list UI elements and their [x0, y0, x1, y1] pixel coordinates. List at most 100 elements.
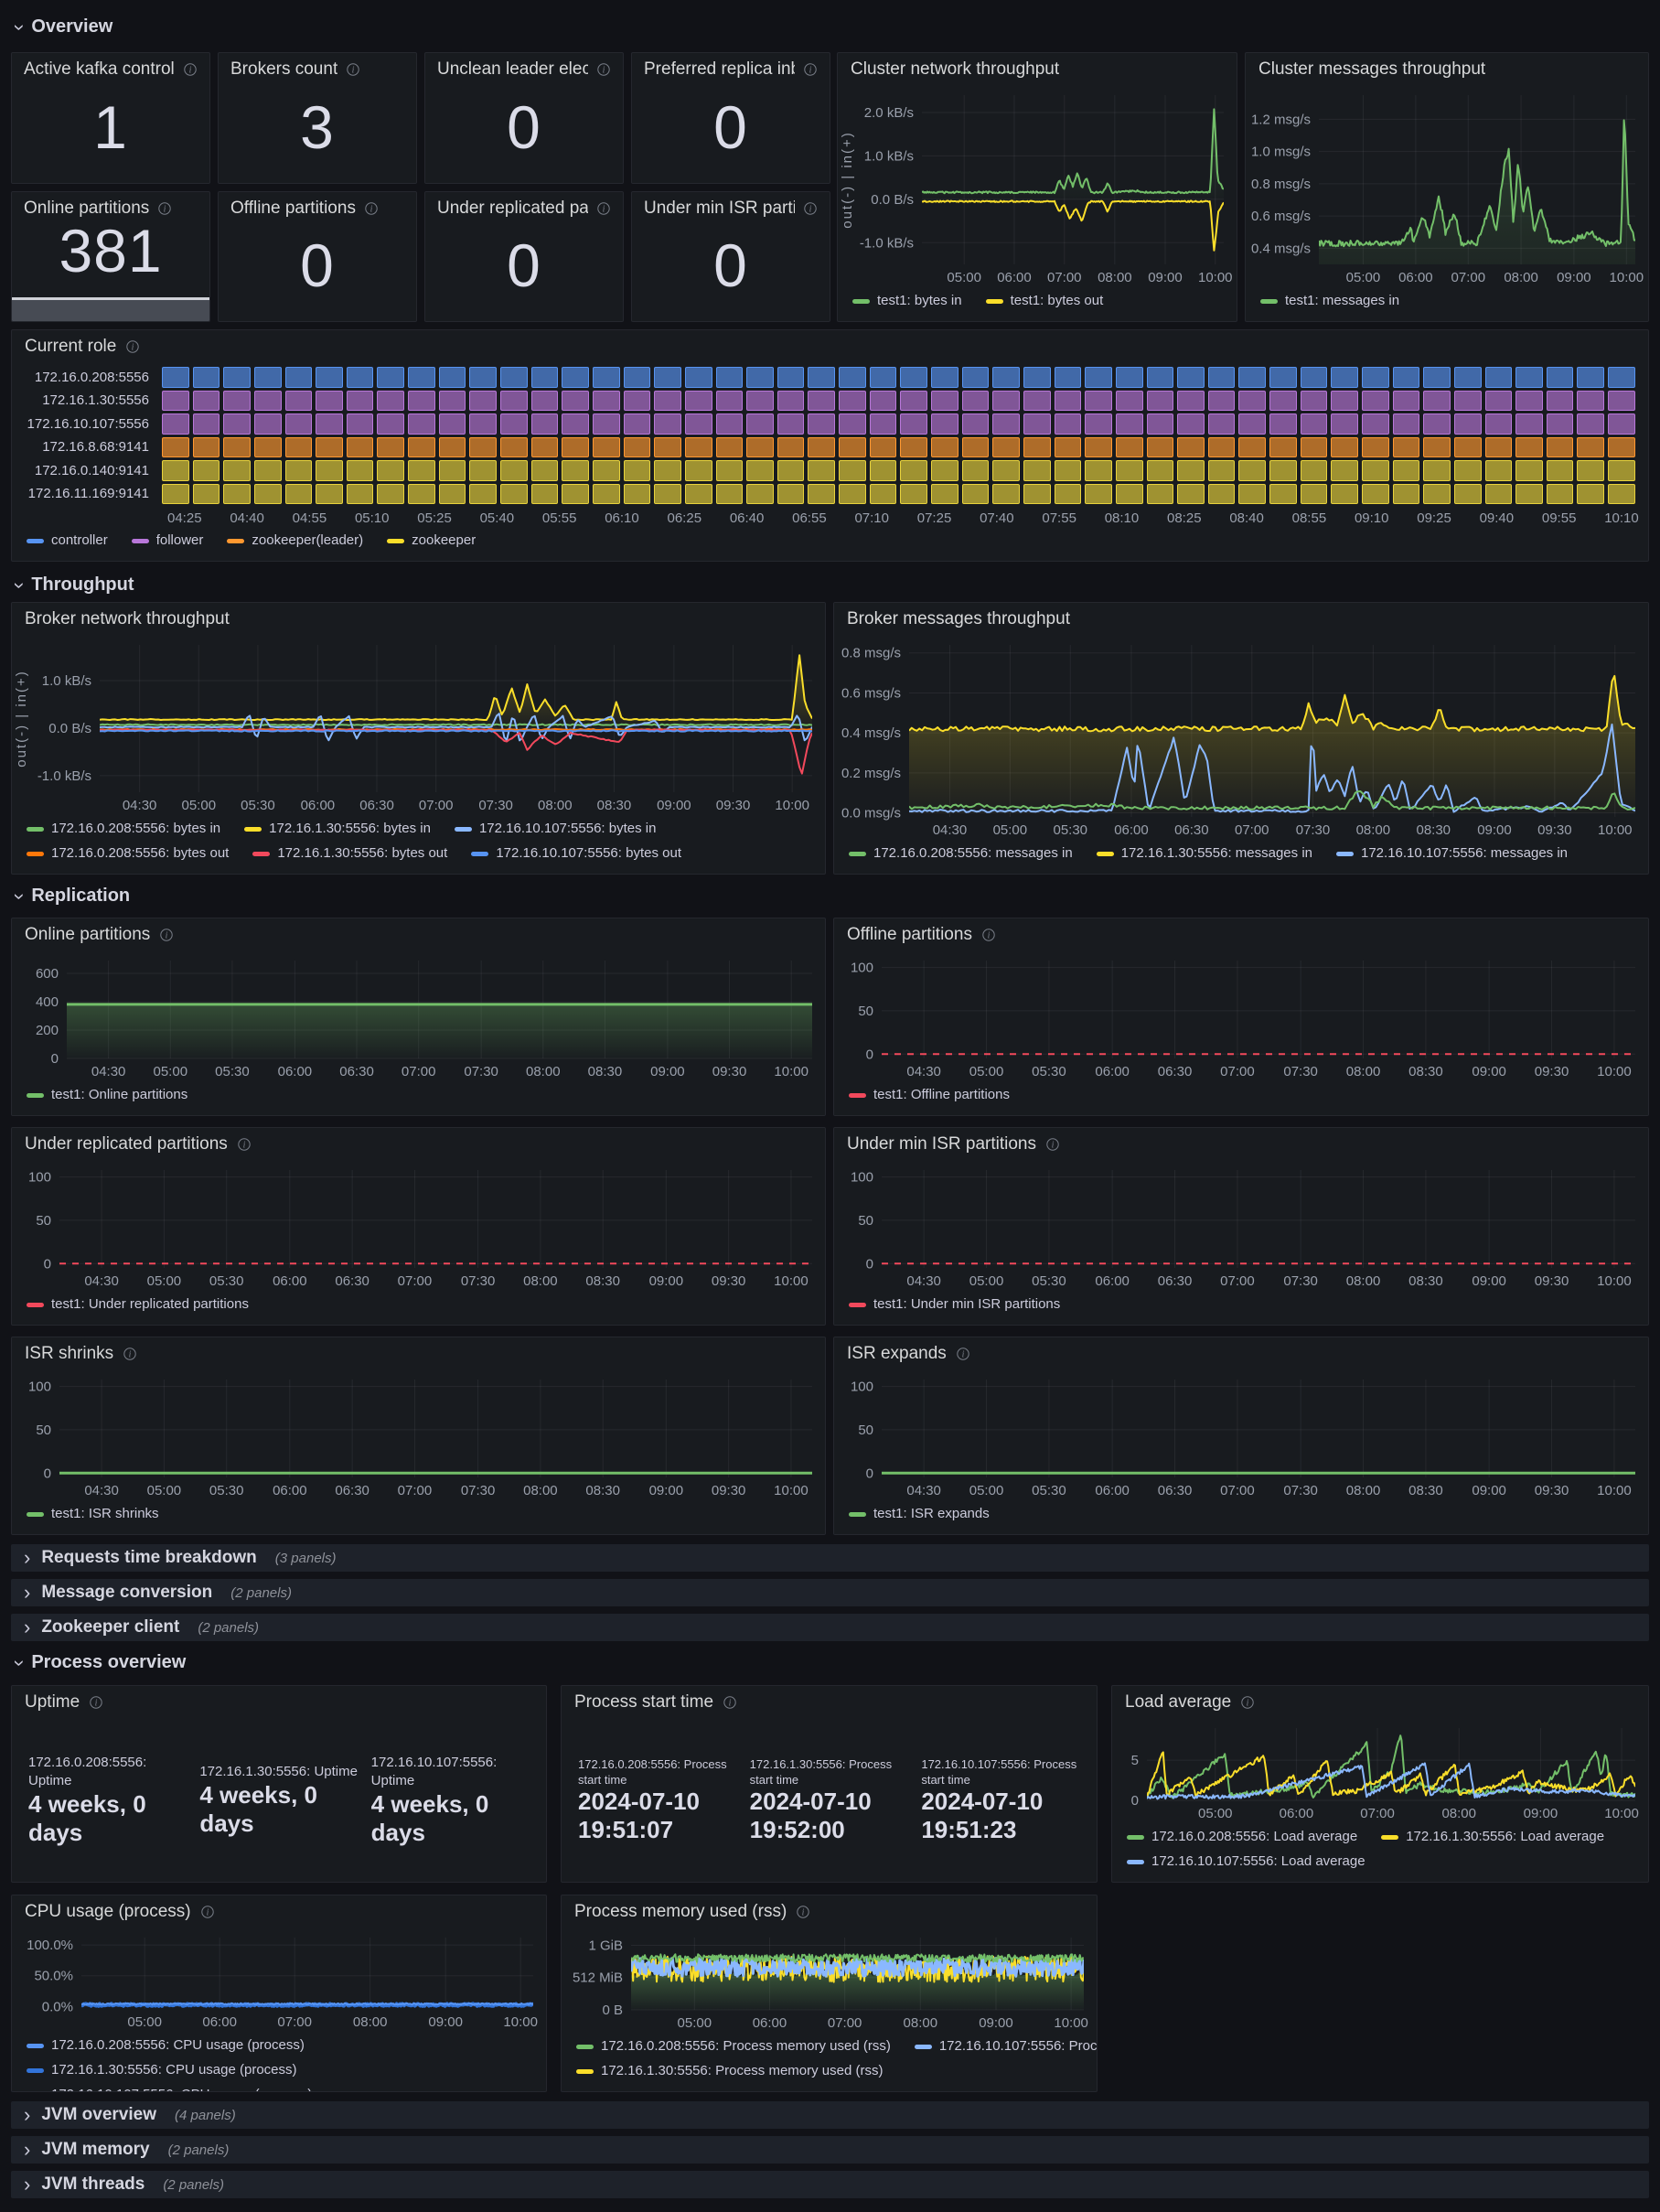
legend-label[interactable]: 172.16.10.107:5556: messages in	[1361, 845, 1569, 861]
legend-item[interactable]: test1: Under replicated partitions	[27, 1295, 249, 1314]
info-icon[interactable]: i	[803, 201, 818, 216]
legend-label[interactable]: controller	[51, 532, 108, 548]
row-requests-time-breakdown[interactable]: › Requests time breakdown (3 panels)	[11, 1544, 1649, 1572]
legend-label[interactable]: test1: ISR shrinks	[51, 1506, 159, 1521]
panel-title[interactable]: Cluster messages throughput	[1258, 59, 1486, 79]
isr-shrinks-chart[interactable]: 04:30 05:00 05:30 06:00 06:30 07:00 07:30 08:00…	[12, 1370, 825, 1501]
isr-expands-chart[interactable]: 04:30 05:00 05:30 06:00 06:30 07:00 07:30 08:00…	[834, 1370, 1648, 1501]
row-zookeeper-client[interactable]: › Zookeeper client (2 panels)	[11, 1614, 1649, 1641]
section-process-overview[interactable]: › Process overview	[9, 1652, 187, 1673]
offline-partitions-chart[interactable]: 04:30 05:00 05:30 06:00 06:30 07:00 07:30 08:00…	[834, 951, 1648, 1082]
row-jvm-memory[interactable]: › JVM memory (2 panels)	[11, 2136, 1649, 2164]
legend-label[interactable]: 172.16.10.107:5556: bytes in	[478, 821, 657, 836]
panel-title[interactable]: Under min ISR partitions	[847, 1134, 1036, 1154]
legend-label[interactable]: 172.16.10.107:5556: Process memory used …	[938, 2038, 1097, 2054]
panel-title[interactable]: Cluster network throughput	[851, 59, 1060, 79]
legend-label[interactable]: test1: ISR expands	[873, 1506, 990, 1521]
section-replication[interactable]: › Replication	[9, 886, 130, 907]
cpu-usage-chart[interactable]: 05:00 06:00 07:00 08:00 09:00 10:00 100.0% 50.0…	[12, 1928, 546, 2033]
info-icon[interactable]: i	[200, 1905, 215, 1919]
panel-title[interactable]: Under replicated parti	[437, 198, 588, 218]
legend-label[interactable]: test1: Under min ISR partitions	[873, 1296, 1061, 1312]
panel-title[interactable]: Offline partitions	[847, 925, 972, 944]
legend-item[interactable]: zookeeper	[387, 532, 476, 550]
legend-label[interactable]: 172.16.0.208:5556: Process memory used (…	[601, 2038, 891, 2054]
panel-title[interactable]: Brokers count	[230, 59, 338, 79]
info-icon[interactable]: i	[237, 1137, 252, 1152]
info-icon[interactable]: i	[796, 1905, 810, 1919]
legend-item[interactable]: 172.16.10.107:5556: CPU usage (process)	[27, 2086, 312, 2091]
legend-label[interactable]: 172.16.0.208:5556: CPU usage (process)	[51, 2037, 305, 2053]
panel-title[interactable]: CPU usage (process)	[25, 1902, 191, 1921]
legend-item[interactable]: zookeeper(leader)	[227, 532, 363, 550]
panel-title[interactable]: Preferred replica inbal	[644, 59, 795, 79]
legend-item[interactable]: follower	[131, 532, 204, 550]
current-role-chart[interactable]: 172.16.0.208:5556 172.16.1.30:5556 172.16.…	[12, 363, 1648, 507]
row-jvm-threads[interactable]: › JVM threads (2 panels)	[11, 2171, 1649, 2198]
under-min-isr-chart[interactable]: 04:30 05:00 05:30 06:00 06:30 07:00 07:30 08:00…	[834, 1161, 1648, 1292]
legend-item[interactable]: 172.16.0.208:5556: CPU usage (process)	[27, 2036, 305, 2055]
legend-label[interactable]: 172.16.0.208:5556: bytes out	[51, 845, 230, 861]
legend-item[interactable]: 172.16.1.30:5556: Process memory used (r…	[576, 2062, 883, 2080]
legend-item[interactable]: 172.16.10.107:5556: messages in	[1336, 844, 1568, 863]
info-icon[interactable]: i	[364, 201, 379, 216]
legend-label[interactable]: zookeeper	[412, 532, 477, 548]
legend-label[interactable]: 172.16.1.30:5556: bytes out	[277, 845, 448, 861]
legend-label[interactable]: 172.16.1.30:5556: bytes in	[269, 821, 431, 836]
legend-item[interactable]: test1: Offline partitions	[849, 1086, 1010, 1104]
legend-item[interactable]: 172.16.10.107:5556: Load average	[1127, 1852, 1365, 1871]
panel-title[interactable]: Unclean leader electio	[437, 59, 588, 79]
legend-label[interactable]: test1: Under replicated partitions	[51, 1296, 249, 1312]
broker-messages-chart[interactable]: 04:30 05:00 05:30 06:00 06:30 07:00 07:30 08:00…	[834, 636, 1648, 841]
legend-item[interactable]: test1: ISR expands	[849, 1505, 990, 1523]
panel-title[interactable]: Under min ISR partitio	[644, 198, 795, 218]
legend-label[interactable]: 172.16.1.30:5556: CPU usage (process)	[51, 2062, 297, 2078]
panel-title[interactable]: Online partitions	[24, 198, 150, 218]
legend-item[interactable]: 172.16.10.107:5556: bytes out	[471, 844, 681, 863]
legend-item[interactable]: test1: bytes out	[985, 292, 1104, 310]
legend-item[interactable]: test1: Under min ISR partitions	[849, 1295, 1060, 1314]
panel-title[interactable]: Under replicated partitions	[25, 1134, 228, 1154]
legend-label[interactable]: test1: bytes in	[877, 293, 962, 308]
legend-item[interactable]: test1: ISR shrinks	[27, 1505, 159, 1523]
panel-title[interactable]: Online partitions	[25, 925, 151, 944]
legend-item[interactable]: 172.16.1.30:5556: CPU usage (process)	[27, 2061, 297, 2079]
legend-item[interactable]: 172.16.1.30:5556: bytes in	[244, 820, 431, 838]
legend-item[interactable]: 172.16.1.30:5556: Load average	[1381, 1828, 1604, 1846]
legend-item[interactable]: test1: messages in	[1260, 292, 1399, 310]
cluster-network-chart[interactable]: 05:00 06:00 07:00 08:00 09:00 10:00 2.0 kB/s 1.…	[838, 86, 1237, 288]
panel-title[interactable]: Broker messages throughput	[847, 609, 1070, 628]
panel-title[interactable]: Process start time	[574, 1692, 714, 1712]
legend-label[interactable]: test1: bytes out	[1010, 293, 1104, 308]
panel-title[interactable]: Broker network throughput	[25, 609, 230, 628]
panel-title[interactable]: Load average	[1125, 1692, 1232, 1712]
legend-item[interactable]: 172.16.0.208:5556: Load average	[1127, 1828, 1357, 1846]
legend-label[interactable]: test1: Offline partitions	[873, 1087, 1010, 1102]
info-icon[interactable]: i	[803, 62, 818, 77]
panel-title[interactable]: Current role	[25, 337, 117, 356]
info-icon[interactable]: i	[596, 201, 611, 216]
legend-label[interactable]: test1: Online partitions	[51, 1087, 188, 1102]
info-icon[interactable]: i	[157, 201, 172, 216]
online-partitions-chart[interactable]: 04:30 05:00 05:30 06:00 06:30 07:00 07:30 08:00…	[12, 951, 825, 1082]
legend-item[interactable]: 172.16.10.107:5556: bytes in	[454, 820, 657, 838]
legend-item[interactable]: controller	[27, 532, 108, 550]
info-icon[interactable]: i	[956, 1347, 970, 1361]
legend-item[interactable]: 172.16.1.30:5556: bytes out	[252, 844, 447, 863]
info-icon[interactable]: i	[1045, 1137, 1060, 1152]
panel-title[interactable]: ISR expands	[847, 1344, 947, 1363]
legend-label[interactable]: 172.16.1.30:5556: Process memory used (r…	[601, 2063, 884, 2078]
info-icon[interactable]: i	[596, 62, 611, 77]
legend-item[interactable]: 172.16.0.208:5556: bytes in	[27, 820, 220, 838]
legend-label[interactable]: follower	[155, 532, 204, 548]
section-overview[interactable]: › Overview	[9, 16, 113, 38]
legend-label[interactable]: 172.16.10.107:5556: Load average	[1151, 1853, 1365, 1869]
legend-item[interactable]: test1: bytes in	[852, 292, 962, 310]
section-throughput[interactable]: › Throughput	[9, 574, 134, 596]
panel-title[interactable]: Process memory used (rss)	[574, 1902, 787, 1921]
legend-label[interactable]: 172.16.10.107:5556: bytes out	[496, 845, 681, 861]
legend-item[interactable]: test1: Online partitions	[27, 1086, 187, 1104]
legend-label[interactable]: 172.16.0.208:5556: messages in	[873, 845, 1073, 861]
info-icon[interactable]: i	[346, 62, 360, 77]
panel-title[interactable]: Offline partitions	[230, 198, 356, 218]
